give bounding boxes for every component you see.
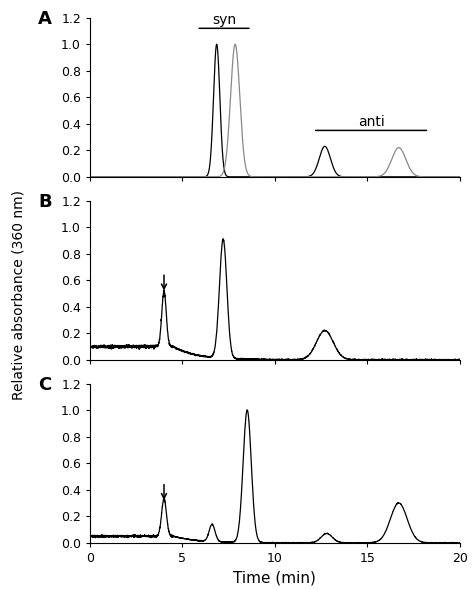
X-axis label: Time (min): Time (min) [234,571,316,585]
Text: A: A [38,10,52,28]
Text: Relative absorbance (360 nm): Relative absorbance (360 nm) [12,190,26,400]
Text: anti: anti [358,115,384,129]
Text: syn: syn [212,13,236,27]
Text: C: C [38,376,52,394]
Text: B: B [38,193,52,211]
